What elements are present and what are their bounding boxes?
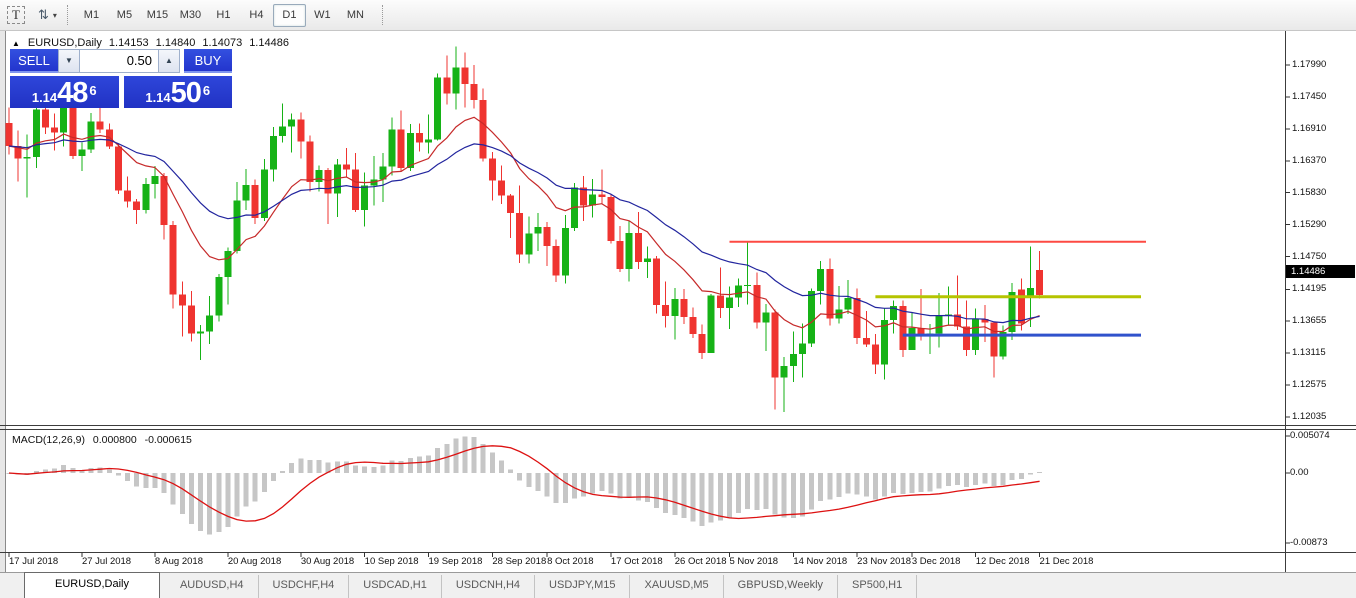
chart-tab-bar: EURUSD,Daily AUDUSD,H4 USDCHF,H4 USDCAD,H1 U… (0, 572, 1356, 598)
date-tick-label: 14 Nov 2018 (793, 556, 848, 567)
date-tick-label: 17 Oct 2018 (610, 556, 663, 567)
date-tick-label: 23 Nov 2018 (857, 556, 912, 567)
chevron-down-icon: ▾ (52, 10, 57, 20)
buy-price-prefix: 1.14 (145, 90, 171, 105)
macd-tick-label: 0.00 (1290, 467, 1309, 478)
macd-signal-value: -0.000615 (144, 434, 192, 446)
price-tick-label: 1.17990 (1292, 59, 1327, 70)
low-value: 1.14073 (202, 37, 243, 49)
toolbar-separator (66, 5, 69, 25)
timeframe-button-d1[interactable]: D1 (272, 3, 306, 27)
buy-price-display[interactable]: 1.14 50 6 (123, 76, 232, 109)
one-click-trading-panel: SELL ▼ 0.50 ▲ BUY 1.14 48 6 1.14 50 6 (10, 49, 232, 108)
timeframe-button-h4[interactable]: H4 (249, 8, 264, 21)
chart-tab-xauusd[interactable]: XAUUSD,M5 (630, 575, 724, 598)
toolbar: T ⇅ ▾ M1 M5 M15 M30 H1 H4 D1 W1 MN (0, 0, 1356, 31)
sell-button[interactable]: SELL (10, 49, 58, 73)
collapse-triangle-icon[interactable]: ▲ (12, 38, 20, 48)
price-tick-label: 1.13655 (1292, 315, 1327, 327)
date-tick-label: 19 Sep 2018 (428, 556, 483, 567)
volume-decrease-button[interactable]: ▼ (58, 49, 80, 73)
arrange-charts-button[interactable]: ⇅ ▾ (38, 7, 57, 23)
timeframe-button-h1[interactable]: H1 (216, 8, 231, 21)
high-value: 1.14840 (155, 37, 196, 49)
date-tick-label: 17 Jul 2018 (9, 556, 59, 567)
buy-price-main: 50 (170, 77, 202, 109)
time-axis-border (0, 552, 1356, 553)
price-tick-label: 1.13115 (1292, 347, 1326, 359)
macd-indicator-label: MACD(12,26,9) 0.000800 -0.000615 (12, 434, 197, 446)
date-tick-label: 12 Dec 2018 (975, 556, 1030, 567)
price-tick-label: 1.14750 (1292, 250, 1327, 262)
arrange-icon: ⇅ (38, 7, 49, 22)
text-tool-button[interactable]: T (4, 4, 28, 26)
chart-tab-audusd[interactable]: AUDUSD,H4 (166, 575, 259, 598)
close-value: 1.14486 (249, 37, 289, 49)
macd-main-value: 0.000800 (92, 434, 137, 446)
timeframe-button-m30[interactable]: M30 (179, 8, 202, 21)
date-tick-label: 30 Aug 2018 (300, 556, 355, 567)
price-tick-label: 1.17450 (1292, 90, 1327, 102)
current-price-tag: 1.14486 (1286, 265, 1355, 279)
chart-background (6, 31, 1356, 572)
macd-tick-label: -0.00873 (1290, 536, 1328, 548)
chart-tab-gbpusd[interactable]: GBPUSD,Weekly (724, 575, 839, 598)
chart-tab-usdcad[interactable]: USDCAD,H1 (349, 575, 442, 598)
date-tick-label: 20 Aug 2018 (227, 556, 282, 567)
buy-button[interactable]: BUY (184, 49, 232, 73)
price-tick-label: 1.14195 (1292, 283, 1327, 295)
timeframe-button-m5[interactable]: M5 (116, 8, 133, 21)
date-tick-label: 5 Nov 2018 (729, 556, 779, 567)
chart-tab-usdjpy[interactable]: USDJPY,M15 (535, 575, 631, 598)
price-tick-label: 1.15290 (1292, 218, 1327, 230)
chart-tab-sp500[interactable]: SP500,H1 (838, 575, 918, 598)
timeframe-buttons: M1 M5 M15 M30 H1 H4 D1 W1 MN (75, 3, 372, 27)
chart-ohlc-header: ▲ EURUSD,Daily 1.14153 1.14840 1.14073 1… (12, 37, 289, 49)
timeframe-button-w1[interactable]: W1 (314, 8, 331, 21)
date-tick-label: 10 Sep 2018 (364, 556, 419, 567)
timeframe-button-mn[interactable]: MN (346, 8, 364, 21)
sell-price-prefix: 1.14 (31, 90, 58, 105)
sell-price-main: 48 (57, 77, 88, 109)
chart-tab-eurusd[interactable]: EURUSD,Daily (24, 572, 160, 598)
date-tick-label: 27 Jul 2018 (81, 556, 132, 567)
price-tick-label: 1.16370 (1292, 154, 1327, 166)
timeframe-button-m15[interactable]: M15 (146, 8, 169, 21)
date-tick-label: 3 Dec 2018 (911, 556, 961, 567)
price-tick-label: 1.12575 (1292, 379, 1327, 391)
date-tick-label: 8 Aug 2018 (154, 556, 203, 567)
pane-splitter[interactable] (0, 429, 1356, 430)
text-tool-icon: T (7, 6, 25, 24)
date-tick-label: 8 Oct 2018 (547, 556, 594, 567)
window-left-edge (0, 31, 6, 572)
chart-tab-usdcnh[interactable]: USDCNH,H4 (442, 575, 536, 598)
toolbar-separator (381, 5, 384, 25)
macd-name: MACD(12,26,9) (12, 434, 85, 446)
pane-splitter[interactable] (0, 425, 1356, 426)
price-tick-label: 1.12035 (1292, 410, 1327, 422)
macd-tick-label: 0.005074 (1290, 430, 1330, 441)
buy-price-pipette: 6 (202, 83, 211, 98)
date-tick-label: 26 Oct 2018 (674, 556, 727, 567)
date-tick-label: 21 Dec 2018 (1039, 556, 1094, 567)
symbol-label: EURUSD,Daily (27, 37, 102, 49)
price-tick-label: 1.15830 (1292, 186, 1327, 198)
price-tick-label: 1.16910 (1292, 122, 1327, 134)
volume-input[interactable]: 0.50 (80, 49, 158, 73)
chart-tab-usdchf[interactable]: USDCHF,H4 (259, 575, 350, 598)
open-value: 1.14153 (108, 37, 149, 49)
date-tick-label: 28 Sep 2018 (492, 556, 547, 567)
sell-price-pipette: 6 (89, 83, 97, 98)
price-axis-border (1285, 31, 1286, 572)
sell-price-display[interactable]: 1.14 48 6 (10, 76, 119, 108)
timeframe-button-m1[interactable]: M1 (83, 8, 100, 21)
volume-increase-button[interactable]: ▲ (158, 49, 180, 73)
